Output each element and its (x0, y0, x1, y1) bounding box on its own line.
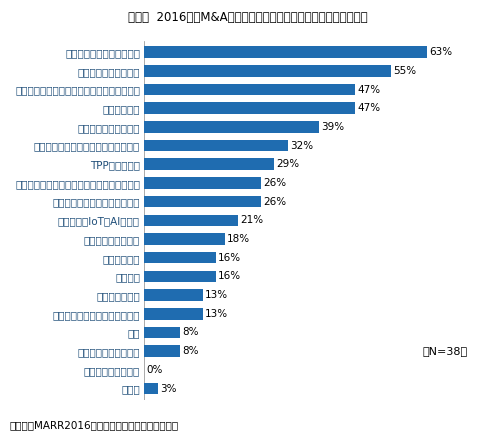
Text: 18%: 18% (227, 234, 250, 244)
Bar (144, 215, 239, 226)
Text: 32%: 32% (290, 140, 313, 151)
Bar (144, 289, 202, 301)
Bar (144, 102, 355, 114)
Text: 13%: 13% (205, 309, 228, 319)
Text: （出所）MARR2016年２月特大号より大和総研作成: （出所）MARR2016年２月特大号より大和総研作成 (10, 420, 179, 430)
Bar (144, 140, 288, 151)
Bar (144, 177, 261, 189)
Text: 47%: 47% (358, 103, 380, 113)
Text: 3%: 3% (160, 384, 177, 394)
Bar (144, 345, 180, 357)
Bar (144, 46, 427, 58)
Bar (144, 270, 216, 282)
Text: 39%: 39% (321, 122, 345, 132)
Text: 8%: 8% (183, 346, 199, 356)
Bar (144, 196, 261, 207)
Text: 16%: 16% (218, 271, 242, 281)
Bar (144, 233, 225, 245)
Text: 13%: 13% (205, 290, 228, 300)
Text: 47%: 47% (358, 85, 380, 95)
Text: 26%: 26% (263, 197, 286, 206)
Text: 29%: 29% (277, 159, 300, 169)
Text: 16%: 16% (218, 253, 242, 263)
Bar (144, 308, 202, 320)
Text: 63%: 63% (430, 47, 452, 57)
Bar (144, 383, 158, 394)
Text: （N=38）: （N=38） (423, 346, 468, 356)
Text: 0%: 0% (146, 365, 163, 375)
Bar (144, 327, 180, 338)
Text: 26%: 26% (263, 178, 286, 188)
Bar (144, 65, 391, 76)
Bar (144, 252, 216, 264)
Text: 図表３  2016年のM&Aを動かすトピックスについて（複数回答可）: 図表３ 2016年のM&Aを動かすトピックスについて（複数回答可） (128, 11, 368, 24)
Bar (144, 121, 319, 133)
Text: 21%: 21% (241, 215, 264, 226)
Bar (144, 159, 274, 170)
Text: 8%: 8% (183, 327, 199, 337)
Text: 55%: 55% (393, 66, 417, 76)
Bar (144, 84, 355, 95)
